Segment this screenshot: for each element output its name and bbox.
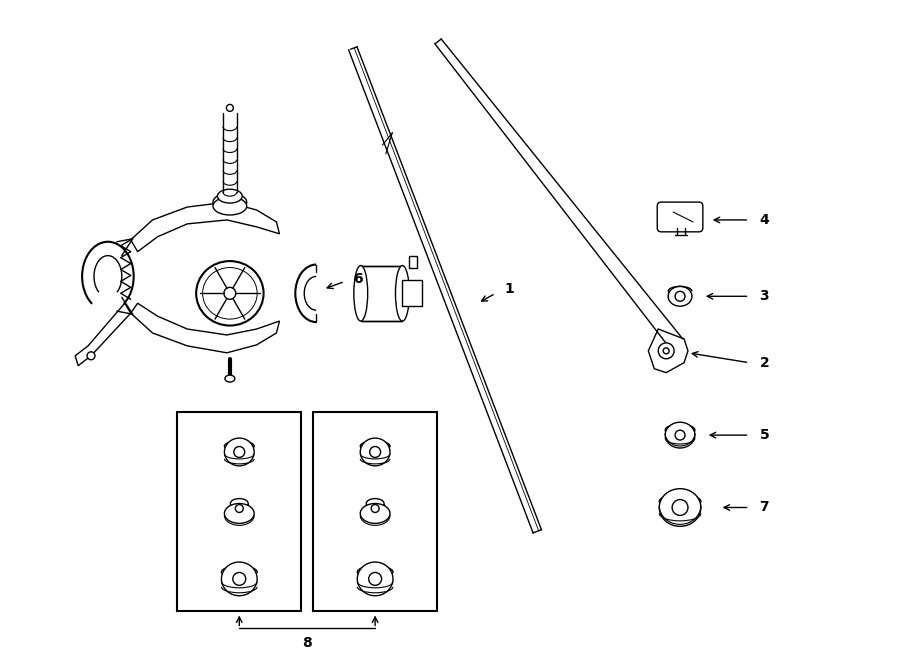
Polygon shape — [648, 329, 688, 373]
Ellipse shape — [665, 422, 695, 448]
Text: 7: 7 — [760, 500, 769, 514]
Ellipse shape — [360, 438, 390, 466]
Ellipse shape — [213, 197, 247, 215]
Text: 2: 2 — [760, 356, 770, 369]
Ellipse shape — [360, 441, 390, 451]
Ellipse shape — [370, 447, 381, 457]
Ellipse shape — [234, 447, 245, 457]
Polygon shape — [76, 303, 130, 366]
Ellipse shape — [221, 566, 257, 578]
Ellipse shape — [224, 288, 236, 299]
Ellipse shape — [227, 104, 233, 111]
Ellipse shape — [235, 504, 243, 512]
FancyBboxPatch shape — [657, 202, 703, 232]
Ellipse shape — [230, 498, 248, 508]
Ellipse shape — [87, 352, 95, 360]
Ellipse shape — [213, 193, 247, 211]
Text: 4: 4 — [760, 213, 770, 227]
Ellipse shape — [659, 488, 701, 526]
Text: 5: 5 — [760, 428, 770, 442]
Ellipse shape — [233, 572, 246, 586]
Bar — [361, 266, 402, 321]
Ellipse shape — [369, 572, 382, 586]
Ellipse shape — [196, 261, 264, 325]
Ellipse shape — [675, 430, 685, 440]
Ellipse shape — [357, 566, 393, 578]
Ellipse shape — [658, 343, 674, 359]
Ellipse shape — [357, 562, 393, 596]
Ellipse shape — [202, 268, 257, 319]
Ellipse shape — [221, 562, 257, 596]
Ellipse shape — [224, 441, 254, 451]
Ellipse shape — [225, 375, 235, 382]
Ellipse shape — [224, 504, 254, 524]
Polygon shape — [130, 303, 279, 353]
Text: 1: 1 — [505, 282, 514, 296]
Text: 6: 6 — [353, 272, 363, 286]
Ellipse shape — [224, 438, 254, 466]
Ellipse shape — [371, 504, 379, 512]
Ellipse shape — [665, 424, 695, 436]
Ellipse shape — [668, 286, 692, 306]
Ellipse shape — [366, 498, 384, 508]
Ellipse shape — [360, 504, 390, 524]
Bar — [177, 412, 302, 611]
Ellipse shape — [672, 500, 688, 516]
Bar — [410, 256, 418, 268]
Ellipse shape — [218, 189, 242, 203]
Bar — [313, 412, 437, 611]
Ellipse shape — [663, 348, 669, 354]
Polygon shape — [130, 202, 279, 252]
Bar — [402, 280, 422, 306]
Ellipse shape — [659, 494, 701, 509]
Ellipse shape — [675, 292, 685, 301]
Ellipse shape — [395, 266, 410, 321]
Text: 3: 3 — [760, 290, 769, 303]
Ellipse shape — [354, 266, 368, 321]
Text: 8: 8 — [302, 637, 312, 650]
